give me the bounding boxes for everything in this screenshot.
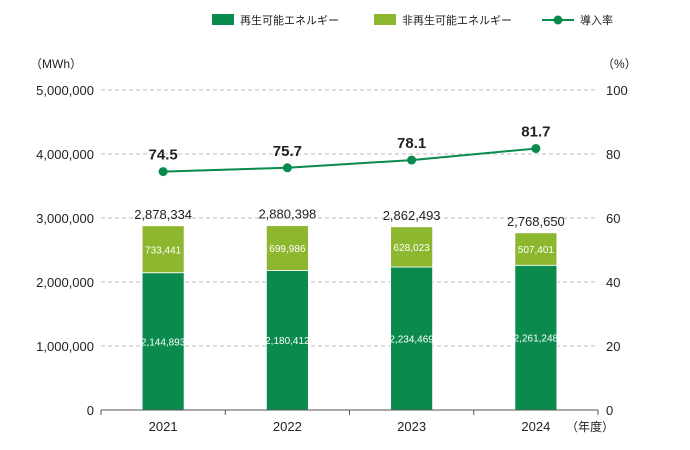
y-tick-label: 1,000,000 [36, 339, 94, 354]
rate-value-label: 81.7 [521, 124, 550, 141]
bars: 2,144,893 733,441 2,878,334 2,180,412 699,98… [134, 207, 565, 411]
x-tick-label: 2023 [397, 419, 426, 434]
bar-value-label: 733,441 [145, 245, 182, 256]
bar-value-label: 2,180,412 [265, 336, 310, 347]
legend-label-rate: 導入率 [580, 13, 613, 27]
bar-segment [514, 264, 558, 411]
legend-label-renewable: 再生可能エネルギー [240, 13, 339, 27]
y2-tick-label: 20 [606, 339, 620, 354]
rate-value-label: 78.1 [397, 135, 426, 152]
x-tick-label: 2022 [273, 419, 302, 434]
bar-segment [390, 226, 434, 268]
y2-tick-label: 40 [606, 275, 620, 290]
y2-tick-label: 0 [606, 403, 613, 418]
legend-swatch-renewable [212, 14, 234, 25]
rate-value-label: 75.7 [273, 143, 302, 160]
bar-segment [514, 232, 558, 266]
y-tick-label: 4,000,000 [36, 147, 94, 162]
rate-line: 74.5 75.7 78.1 81.7 [149, 124, 550, 177]
y-tick-label: 0 [87, 403, 94, 418]
rate-polyline [163, 147, 536, 173]
legend-marker-rate [553, 15, 563, 25]
bar-segment [390, 266, 434, 411]
right-axis-ticks: 0 20 40 60 80 100 [606, 83, 628, 418]
legend-label-non-renewable: 非再生可能エネルギー [402, 13, 512, 27]
left-axis-unit: （MWh） [30, 57, 82, 71]
y2-tick-label: 60 [606, 211, 620, 226]
bar-value-label: 507,401 [518, 245, 555, 256]
bar-total-label: 2,768,650 [507, 214, 565, 229]
legend: 再生可能エネルギー 非再生可能エネルギー 導入率 [212, 13, 613, 27]
bar-total-label: 2,880,398 [258, 207, 316, 222]
y-tick-label: 3,000,000 [36, 211, 94, 226]
x-tick-label: 2024 [521, 419, 550, 434]
bar-value-label: 2,234,469 [389, 334, 434, 345]
y-tick-label: 5,000,000 [36, 83, 94, 98]
legend-swatch-non-renewable [374, 14, 396, 25]
x-axis [100, 409, 599, 415]
bar-value-label: 628,023 [394, 243, 431, 254]
x-axis-ticks: 2021 2022 2023 2024 [149, 419, 551, 434]
bar-segment [265, 225, 309, 271]
y2-tick-label: 80 [606, 147, 620, 162]
bar-total-label: 2,862,493 [383, 208, 441, 223]
rate-value-label: 74.5 [149, 147, 178, 164]
rate-point [531, 144, 541, 154]
bar-segment [265, 270, 309, 411]
bar-total-label: 2,878,334 [134, 207, 192, 222]
right-axis-unit: （%） [602, 57, 637, 71]
bar-segment [141, 225, 185, 274]
bar-value-label: 699,986 [269, 244, 306, 255]
x-tick-label: 2021 [149, 419, 178, 434]
rate-point [158, 167, 168, 177]
x-axis-unit: （年度） [566, 419, 614, 434]
y-tick-label: 2,000,000 [36, 275, 94, 290]
y2-tick-label: 100 [606, 83, 628, 98]
rate-point [282, 163, 292, 173]
rate-point [407, 155, 417, 165]
bar-value-label: 2,144,893 [141, 337, 186, 348]
bar-value-label: 2,261,248 [514, 334, 559, 345]
left-axis-ticks: 0 1,000,000 2,000,000 3,000,000 4,000,000 5,0… [36, 83, 94, 418]
bar-segment [141, 272, 185, 411]
